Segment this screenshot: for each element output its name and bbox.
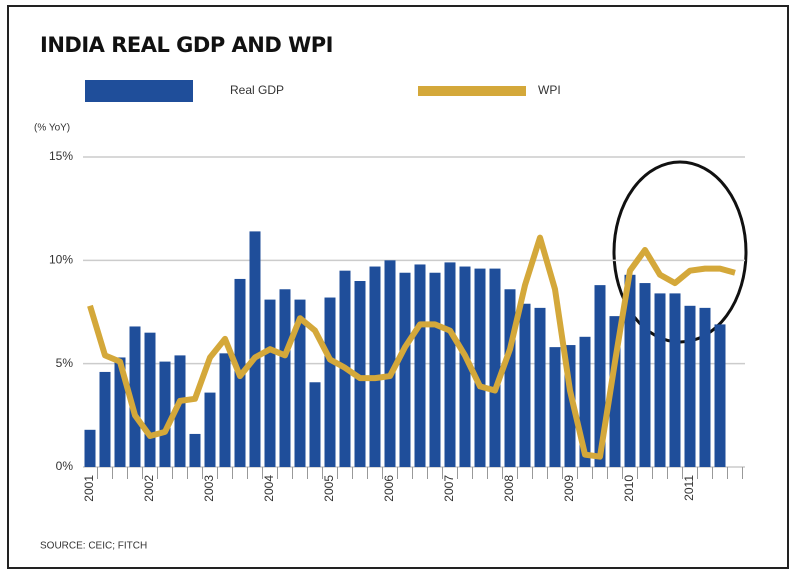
bar (459, 266, 471, 467)
x-tick-label: 2010 (622, 475, 636, 502)
bar (384, 260, 396, 467)
bar (639, 283, 651, 467)
bar (549, 347, 561, 467)
bar (219, 353, 231, 467)
bar (669, 293, 681, 467)
x-tick-label: 2001 (82, 475, 96, 502)
x-tick-label: 2002 (142, 475, 156, 502)
y-tick-label: 5% (56, 356, 74, 370)
bar (414, 264, 426, 467)
bar (129, 326, 141, 467)
bar (324, 297, 336, 467)
bar (444, 262, 456, 467)
bar (654, 293, 666, 467)
bar (249, 231, 261, 467)
bar (429, 272, 441, 467)
legend-label: Real GDP (230, 83, 284, 97)
y-tick-label: 10% (49, 253, 73, 267)
bar (159, 361, 171, 467)
x-tick-label: 2007 (442, 475, 456, 502)
bar (114, 357, 126, 467)
chart-title: INDIA REAL GDP AND WPI (40, 33, 333, 57)
bar (579, 336, 591, 467)
bar (204, 392, 216, 467)
x-tick-label: 2009 (562, 475, 576, 502)
bar (264, 299, 276, 467)
x-tick-label: 2011 (682, 475, 696, 501)
bar (489, 268, 501, 467)
bar (684, 305, 696, 467)
source: SOURCE: CEIC; FITCH (40, 541, 147, 552)
bar (624, 274, 636, 467)
bar (174, 355, 186, 467)
legend-label: WPI (538, 83, 561, 97)
x-tick-label: 2004 (262, 475, 276, 502)
y-axis-label: (% YoY) (34, 123, 70, 134)
bar (714, 324, 726, 467)
bar (84, 429, 96, 467)
x-tick-label: 2008 (502, 475, 516, 502)
y-tick-label: 0% (56, 459, 74, 473)
bar (369, 266, 381, 467)
bar (354, 281, 366, 467)
bar (594, 285, 606, 467)
bar (474, 268, 486, 467)
x-tick-label: 2006 (382, 475, 396, 502)
bar (279, 289, 291, 467)
x-tick-label: 2005 (322, 475, 336, 502)
bar (399, 272, 411, 467)
bar (699, 307, 711, 467)
bar (99, 371, 111, 467)
bar (309, 382, 321, 467)
bar (519, 303, 531, 467)
line (87, 234, 736, 460)
frame (7, 5, 789, 569)
bar (144, 332, 156, 467)
legend-swatch (85, 80, 193, 102)
x-tick-label: 2003 (202, 475, 216, 502)
bar (294, 299, 306, 467)
y-tick-label: 15% (49, 149, 73, 163)
bar (534, 307, 546, 467)
bar (564, 345, 576, 467)
bar (504, 289, 516, 467)
bar (609, 316, 621, 467)
bar (189, 433, 201, 467)
